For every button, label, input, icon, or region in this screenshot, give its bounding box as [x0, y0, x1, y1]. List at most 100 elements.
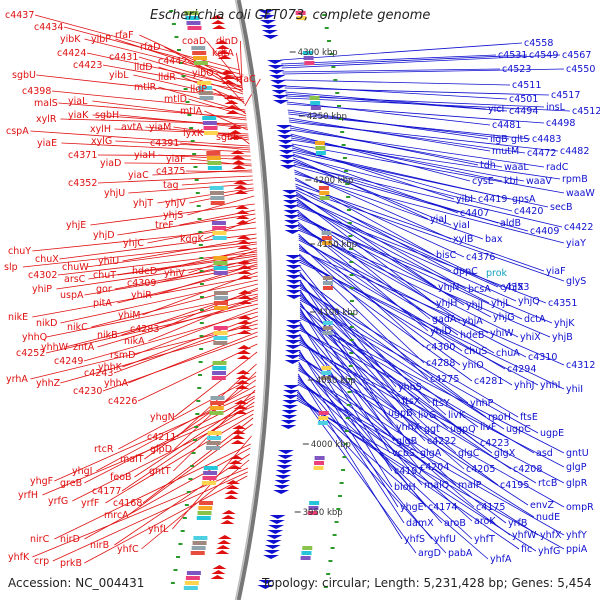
- gene-label[interactable]: chuS: [464, 346, 487, 357]
- gene-label[interactable]: mtlA: [180, 106, 203, 117]
- gene-label[interactable]: c4420: [514, 206, 543, 217]
- gene-label[interactable]: nikB: [97, 330, 118, 341]
- gene-label[interactable]: c4523: [502, 64, 531, 75]
- gene-label[interactable]: malP: [458, 480, 482, 491]
- gene-label[interactable]: c4431: [109, 52, 138, 63]
- gene-label[interactable]: yhfX: [540, 530, 562, 541]
- gene-label[interactable]: c4243: [84, 368, 113, 379]
- gene-label[interactable]: c4419: [478, 194, 507, 205]
- gene-label[interactable]: vcbS: [392, 448, 415, 459]
- gene-label[interactable]: glgA: [420, 448, 442, 459]
- gene-label[interactable]: waaL: [504, 162, 529, 173]
- gene-label[interactable]: c4407: [460, 208, 489, 219]
- gene-label[interactable]: c4309: [127, 278, 156, 289]
- gene-label[interactable]: mrcA: [104, 510, 129, 521]
- gene-label[interactable]: c4175: [476, 502, 505, 513]
- gene-label[interactable]: yiaM: [149, 122, 171, 133]
- gene-label[interactable]: rpoH: [488, 412, 511, 423]
- gene-label[interactable]: c4558: [524, 38, 553, 49]
- gene-label[interactable]: nikC: [67, 322, 88, 333]
- gene-label[interactable]: yhgE: [400, 502, 424, 513]
- gene-label[interactable]: c4391: [150, 138, 179, 149]
- gene-label[interactable]: c4283: [130, 324, 159, 335]
- gene-label[interactable]: glpD: [150, 444, 172, 455]
- gene-label[interactable]: envZ: [530, 500, 554, 511]
- gene-label[interactable]: hdeD: [132, 266, 157, 277]
- gene-label[interactable]: ugpC: [506, 424, 531, 435]
- gene-label[interactable]: livG: [418, 410, 436, 421]
- gene-label[interactable]: yhfC: [117, 544, 139, 555]
- gene-label[interactable]: yibI: [456, 194, 473, 205]
- gene-label[interactable]: bisC: [436, 250, 457, 261]
- gene-label[interactable]: yhiR: [131, 290, 152, 301]
- gene-label[interactable]: yhjV: [165, 198, 186, 209]
- gene-label[interactable]: yhhK: [98, 362, 123, 373]
- gene-label[interactable]: yhhW: [41, 342, 69, 353]
- gene-label[interactable]: lldD: [134, 62, 153, 73]
- gene-label[interactable]: gntU: [566, 448, 589, 459]
- gene-label[interactable]: c4353: [500, 282, 529, 293]
- gene-label[interactable]: yhfA: [490, 554, 512, 565]
- gene-label[interactable]: yiaJ: [430, 214, 447, 225]
- gene-label[interactable]: yhjA: [462, 316, 483, 327]
- gene-label[interactable]: c4375: [156, 166, 185, 177]
- gene-label[interactable]: rfaF: [115, 30, 134, 41]
- gene-label[interactable]: c4422: [564, 222, 593, 233]
- gene-label[interactable]: yiaL: [68, 96, 88, 107]
- gene-label[interactable]: yhjJ: [466, 300, 483, 311]
- gene-label[interactable]: yibK: [60, 34, 81, 45]
- gene-label[interactable]: lyxK: [183, 128, 204, 139]
- gene-label[interactable]: yhgI: [72, 466, 92, 477]
- gene-label[interactable]: xylR: [36, 114, 57, 125]
- gene-label[interactable]: c4281: [474, 376, 503, 387]
- gene-label[interactable]: c4312: [566, 360, 595, 371]
- gene-label[interactable]: yhfK: [8, 552, 30, 563]
- gene-label[interactable]: chuX: [35, 254, 59, 265]
- gene-label[interactable]: crp: [34, 556, 49, 567]
- gene-label[interactable]: kbl: [504, 176, 518, 187]
- gene-label[interactable]: c4204: [420, 462, 449, 473]
- gene-label[interactable]: c4230: [73, 386, 102, 397]
- gene-label[interactable]: yhjG: [493, 312, 515, 323]
- gene-label[interactable]: c4472: [527, 148, 556, 159]
- gene-label[interactable]: c4483: [532, 134, 561, 145]
- gene-label[interactable]: ugpB: [388, 408, 413, 419]
- gene-label[interactable]: nikA: [124, 336, 145, 347]
- gene-label[interactable]: glgB: [396, 436, 417, 447]
- gene-label[interactable]: aldB: [500, 218, 521, 229]
- gene-label[interactable]: coaD: [182, 36, 206, 47]
- gene-label[interactable]: c4501: [509, 94, 538, 105]
- gene-label[interactable]: yhfS: [404, 534, 425, 545]
- gene-label[interactable]: c4434: [34, 22, 63, 33]
- gene-label[interactable]: asd: [536, 448, 553, 459]
- gene-label[interactable]: yhjL: [491, 298, 511, 309]
- gene-label[interactable]: greB: [60, 478, 82, 489]
- gene-label[interactable]: c4211: [147, 432, 176, 443]
- gene-label[interactable]: yhhQ: [22, 332, 47, 343]
- gene-label[interactable]: sgbH: [95, 110, 119, 121]
- gene-label[interactable]: c4550: [566, 64, 595, 75]
- gene-label[interactable]: ftsX: [402, 396, 421, 407]
- gene-label[interactable]: rsmD: [110, 350, 135, 361]
- gene-label[interactable]: c4549: [529, 50, 558, 61]
- gene-label[interactable]: c4494: [509, 106, 538, 117]
- gene-label[interactable]: glyS: [566, 276, 586, 287]
- gene-label[interactable]: c4302: [28, 270, 57, 281]
- gene-label[interactable]: insL: [546, 102, 566, 113]
- gene-label[interactable]: nikD: [36, 318, 57, 329]
- gene-label[interactable]: yhfU: [434, 534, 456, 545]
- gene-label[interactable]: slp: [4, 262, 18, 273]
- gene-label[interactable]: yhiD: [430, 326, 452, 337]
- gene-label[interactable]: yhiW: [490, 328, 514, 339]
- gene-label[interactable]: yhfL: [148, 524, 169, 535]
- gene-label[interactable]: yrfG: [48, 496, 68, 507]
- gene-label[interactable]: c4288: [426, 358, 455, 369]
- gene-label[interactable]: c4352: [68, 178, 97, 189]
- gene-label[interactable]: yhjQ: [518, 296, 540, 307]
- gene-label[interactable]: yhjD: [93, 230, 115, 241]
- gene-label[interactable]: c4275: [430, 374, 459, 385]
- gene-label[interactable]: nikE: [8, 312, 28, 323]
- gene-label[interactable]: yrfB: [508, 518, 527, 529]
- gene-label[interactable]: bcsA: [468, 284, 491, 295]
- gene-label[interactable]: yhfY: [566, 530, 587, 541]
